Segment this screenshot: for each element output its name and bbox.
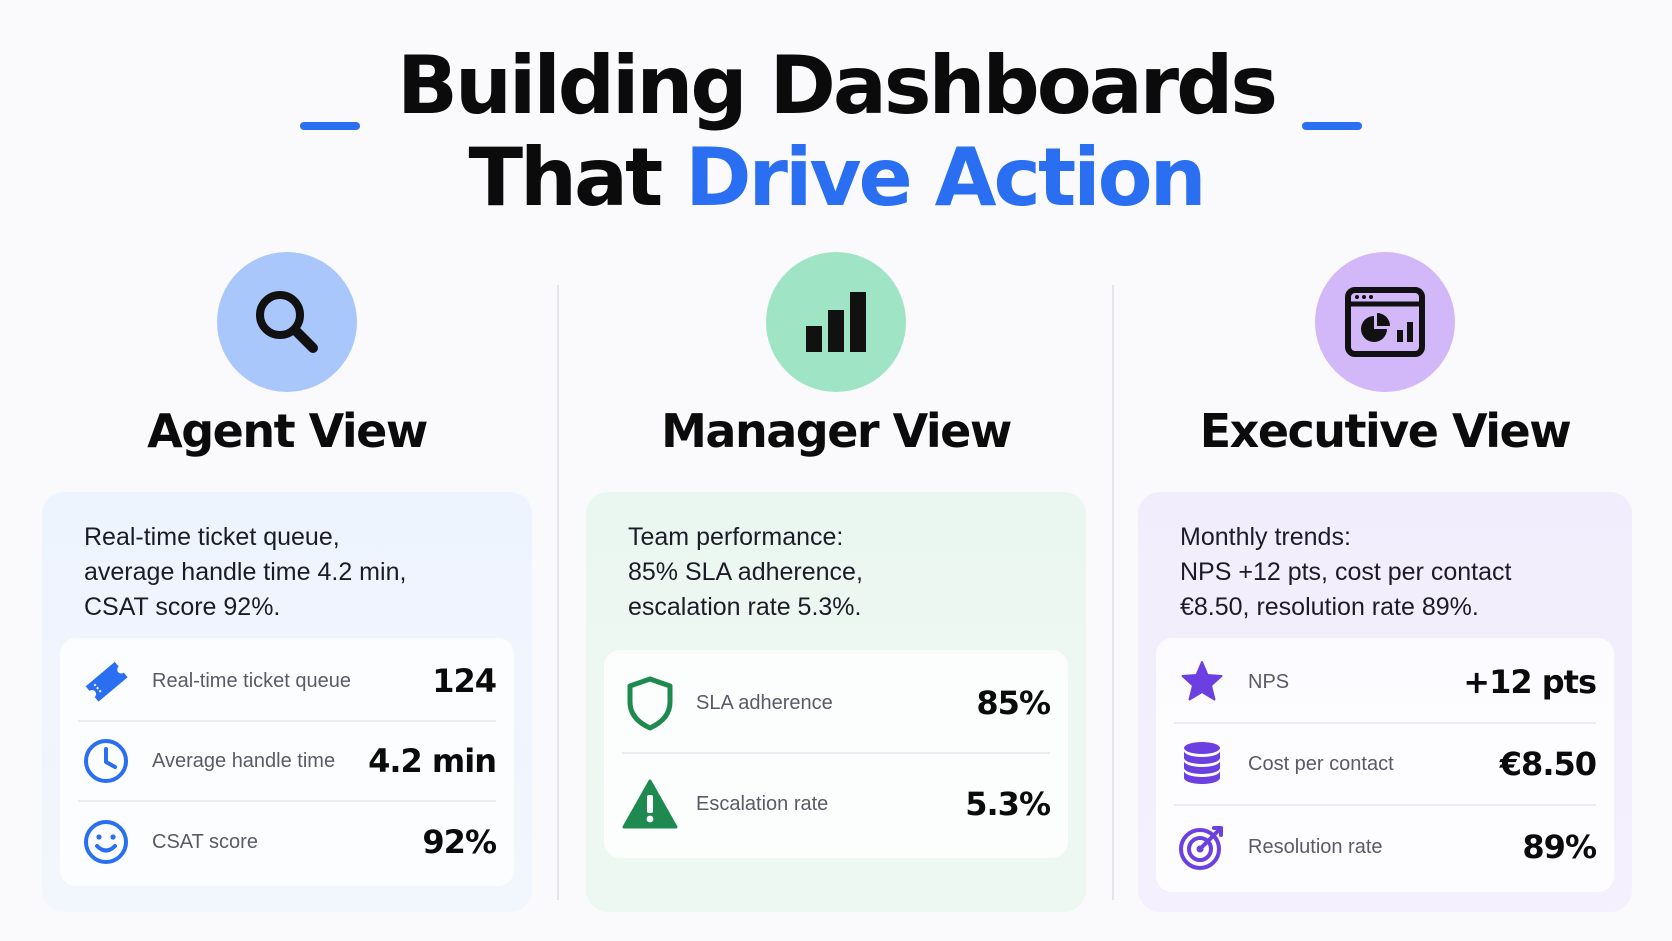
magnifier-icon [217,252,357,392]
title-dash-right [1302,122,1362,130]
smiley-icon [78,814,134,870]
title-accent: Drive Action [685,131,1206,224]
metric-value: €8.50 [1499,745,1597,783]
metric-value: +12 pts [1463,663,1597,701]
title-line-2: That Drive Action [0,132,1672,224]
metric-value: 124 [432,662,497,700]
metric-row-resolution: Resolution rate 89% [1174,806,1597,888]
metric-label: NPS [1248,670,1290,693]
metric-label: SLA adherence [696,691,833,714]
executive-summary: Monthly trends: NPS +12 pts, cost per co… [1180,523,1512,621]
agent-view-card: Real-time ticket queue, average handle t… [42,492,532,912]
column-divider [1112,285,1114,900]
metric-label: Cost per contact [1248,752,1394,775]
metric-label: Escalation rate [696,792,829,815]
agent-metrics-list: Real-time ticket queue 124 Average handl… [60,638,514,886]
metric-label: CSAT score [152,830,258,853]
shield-icon [622,675,678,731]
manager-metrics-list: SLA adherence 85% Escalation rate 5.3% [604,650,1068,858]
metric-row-ticket-queue: Real-time ticket queue 124 [78,642,497,722]
manager-summary: Team performance: 85% SLA adherence, esc… [628,523,863,621]
metric-row-escalation: Escalation rate 5.3% [622,754,1051,854]
ticket-icon [78,653,134,709]
manager-view-title: Manager View [661,404,1012,458]
executive-view-title: Executive View [1199,404,1572,458]
bar-chart-icon [766,252,906,392]
metric-value: 92% [422,823,497,861]
page-title: Building Dashboards That Drive Action [0,40,1672,224]
coin-stack-icon [1174,736,1230,792]
metric-value: 5.3% [965,785,1051,823]
metric-row-handle-time: Average handle time 4.2 min [78,722,497,802]
metric-row-csat: CSAT score 92% [78,802,497,882]
title-plain: That [468,131,686,224]
executive-view-column: Executive View Monthly trends: NPS +12 p… [1138,252,1632,912]
metric-row-cost: Cost per contact €8.50 [1174,724,1597,806]
agent-view-title: Agent View [147,404,428,458]
metric-row-nps: NPS +12 pts [1174,642,1597,724]
star-icon [1174,654,1230,710]
manager-view-column: Manager View Team performance: 85% SLA a… [586,252,1086,912]
metric-label: Resolution rate [1248,835,1383,858]
metric-label: Average handle time [152,749,336,772]
metric-value: 4.2 min [368,742,497,780]
executive-metrics-list: NPS +12 pts Cost per contact €8.50 [1156,638,1614,892]
metric-label: Real-time ticket queue [152,669,351,692]
title-line-1: Building Dashboards [396,39,1278,132]
dashboard-window-icon [1315,252,1455,392]
agent-view-column: Agent View Real-time ticket queue, avera… [42,252,532,912]
target-icon [1174,819,1230,875]
column-divider [557,285,559,900]
manager-view-card: Team performance: 85% SLA adherence, esc… [586,492,1086,912]
title-dash-left [300,122,360,130]
warning-icon [622,776,678,832]
metric-value: 85% [976,684,1051,722]
clock-icon [78,733,134,789]
metric-row-sla: SLA adherence 85% [622,654,1051,754]
executive-view-card: Monthly trends: NPS +12 pts, cost per co… [1138,492,1632,912]
agent-summary: Real-time ticket queue, average handle t… [84,523,407,621]
metric-value: 89% [1522,828,1597,866]
